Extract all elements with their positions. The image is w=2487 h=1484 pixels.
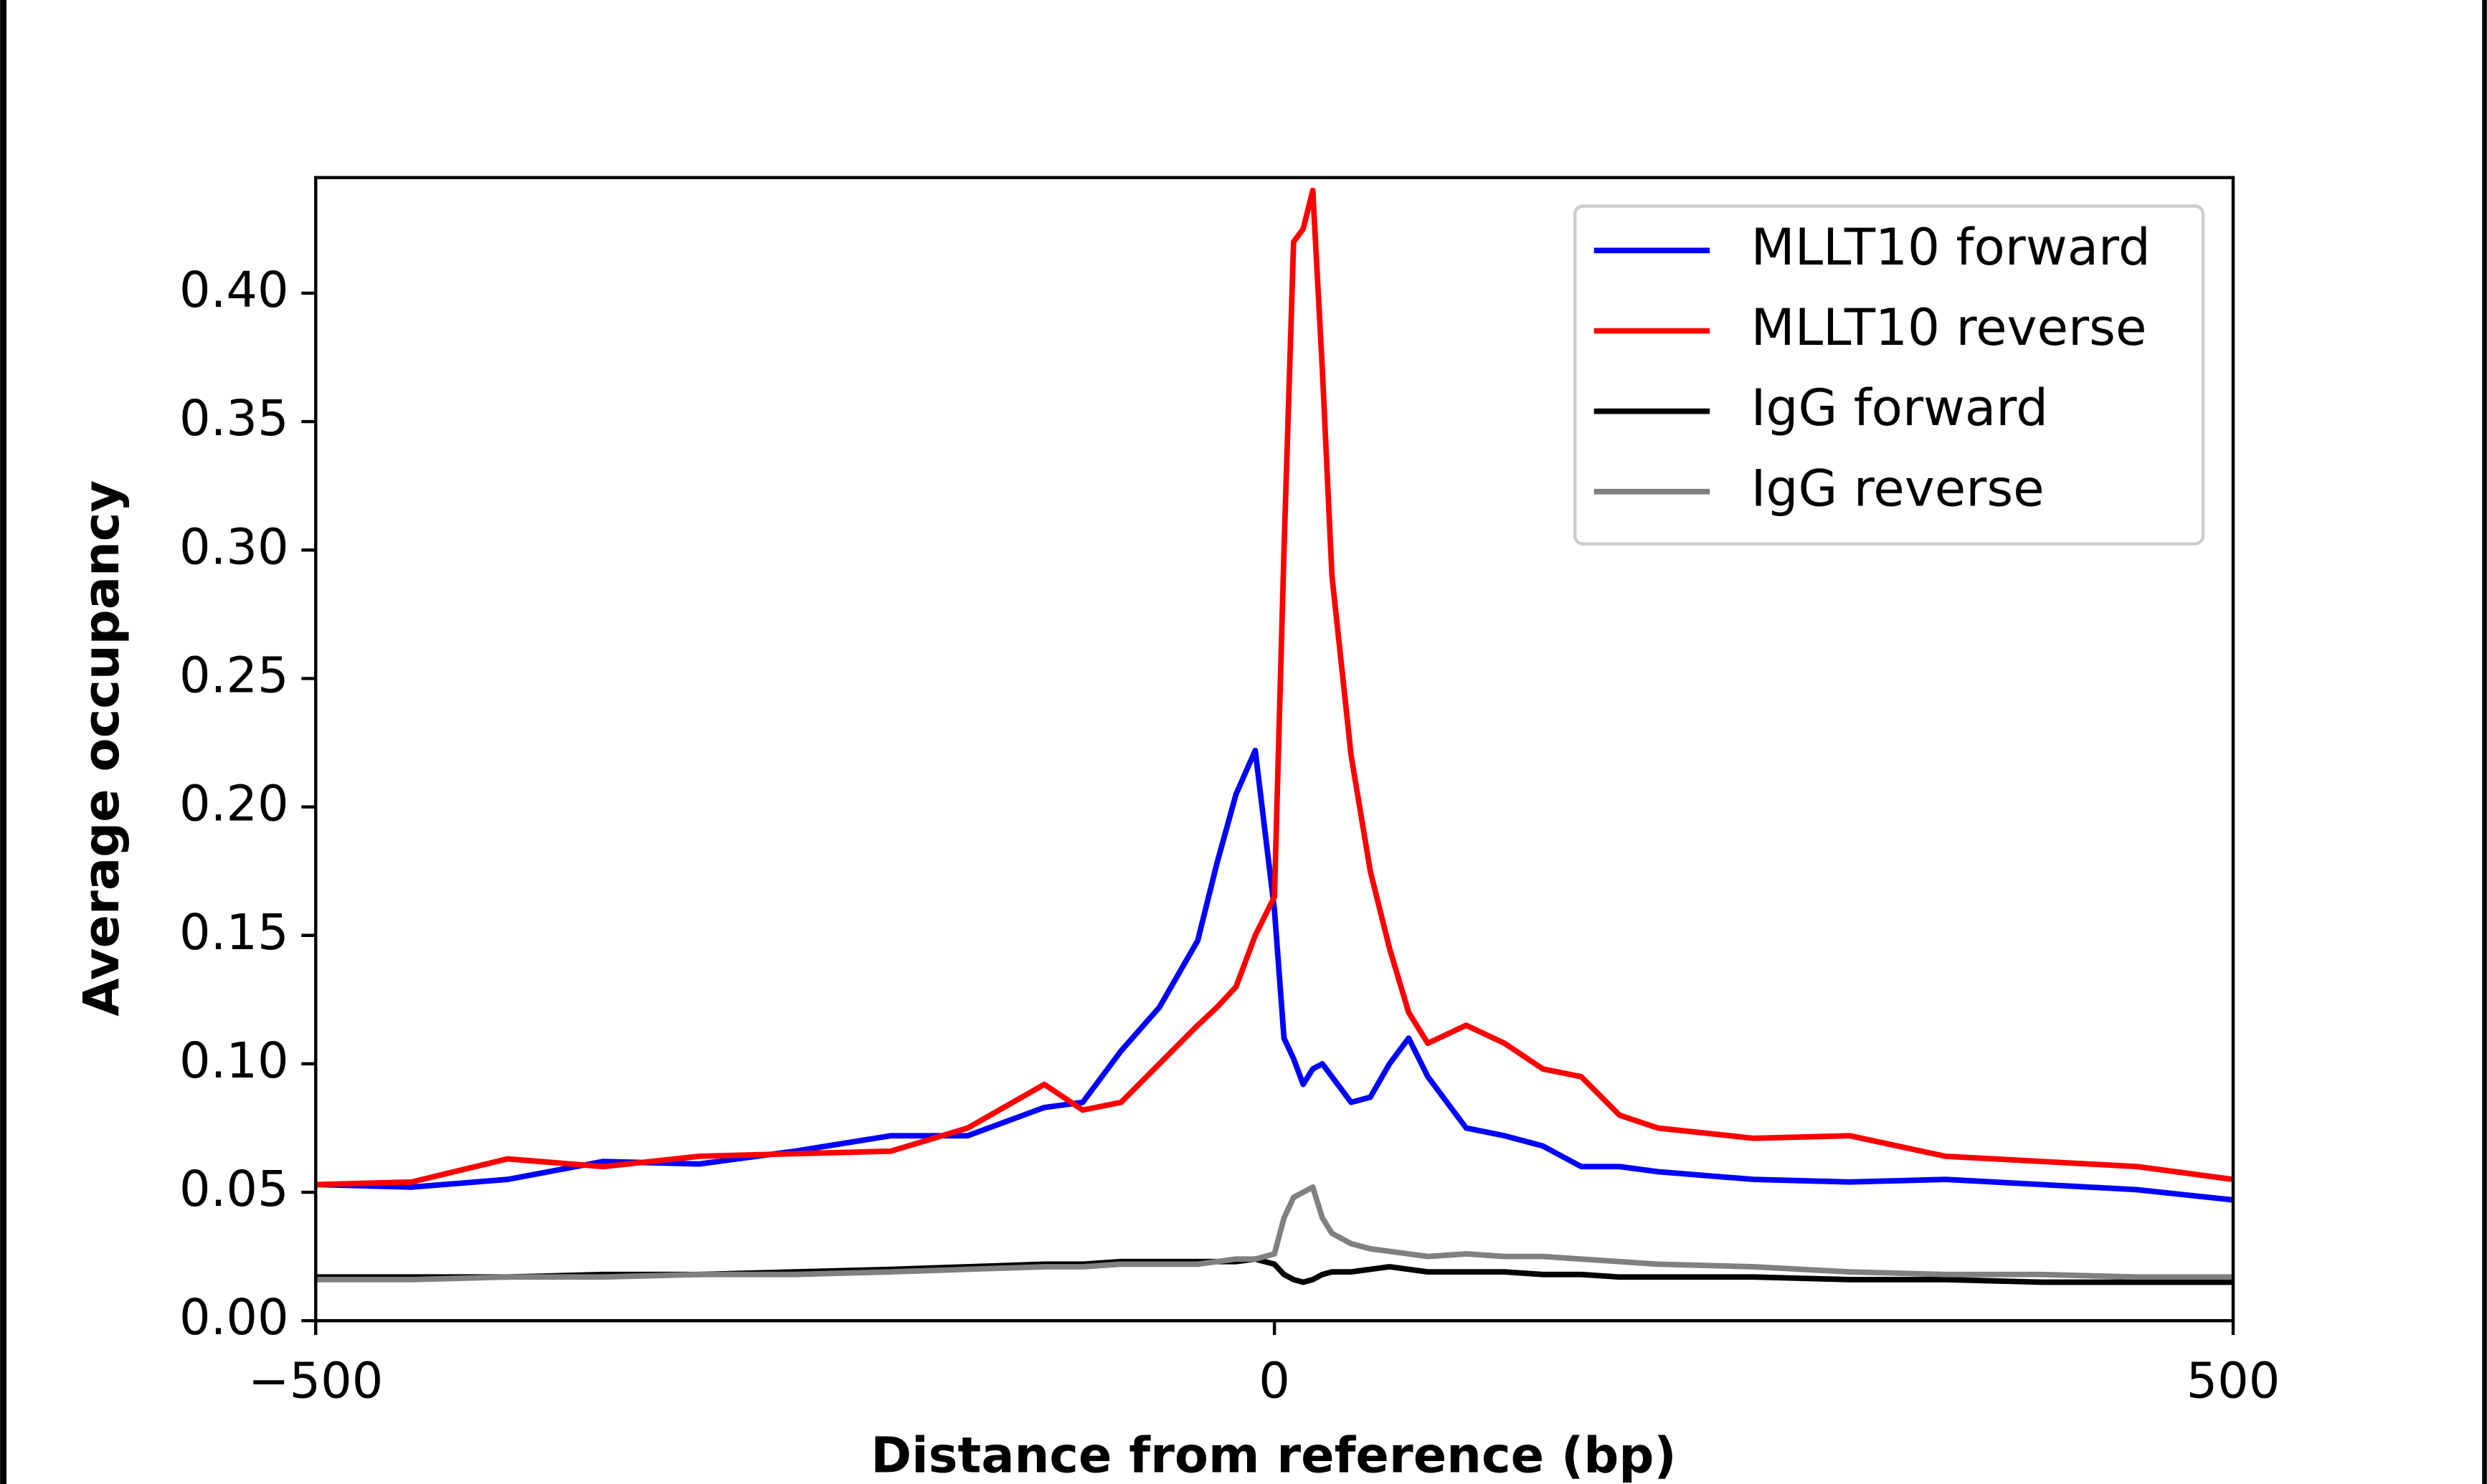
frame-edge — [0, 0, 7, 1484]
y-tick-label: 0.10 — [179, 1032, 289, 1090]
frame-edge — [2482, 0, 2487, 1484]
y-tick-label: 0.05 — [179, 1161, 289, 1218]
legend-label: MLLT10 reverse — [1751, 298, 2147, 357]
legend-label: IgG forward — [1751, 378, 2048, 437]
legend-box — [1573, 204, 2205, 546]
y-tick-label: 0.40 — [179, 262, 289, 319]
series-line — [316, 747, 2234, 1203]
x-tick-label: 500 — [2187, 1353, 2280, 1410]
x-axis-label: Distance from reference (bp) — [871, 1427, 1677, 1484]
legend-label: MLLT10 forward — [1751, 217, 2151, 277]
y-tick-label: 0.30 — [179, 518, 289, 576]
y-axis-label: Average occupancy — [73, 480, 131, 1017]
x-tick-label: 0 — [1259, 1353, 1290, 1410]
series-line — [316, 187, 2234, 1188]
x-tick-label: −500 — [248, 1353, 383, 1410]
y-tick-label: 0.20 — [179, 776, 289, 833]
y-tick-label: 0.35 — [179, 390, 289, 447]
plot-frame — [314, 176, 2235, 1323]
y-tick-label: 0.25 — [179, 647, 289, 704]
legend-label: IgG reverse — [1751, 458, 2045, 518]
y-tick-label: 0.00 — [179, 1289, 289, 1346]
series-line — [316, 1184, 2234, 1283]
y-tick-label: 0.15 — [179, 904, 289, 961]
